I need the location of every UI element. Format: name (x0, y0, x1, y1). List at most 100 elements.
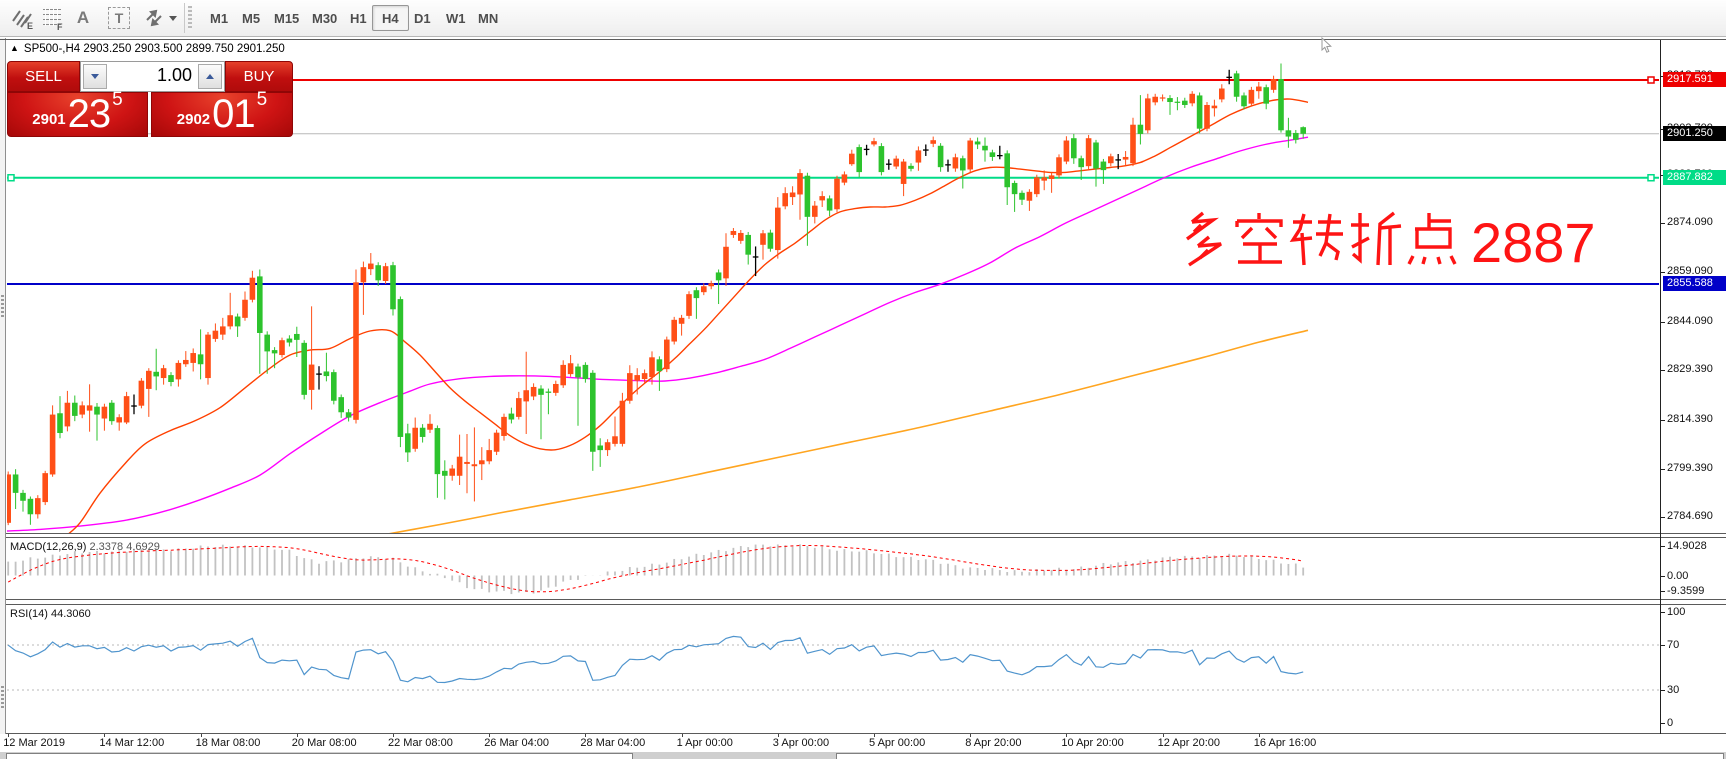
timeframe-m5[interactable]: M5 (242, 10, 261, 26)
candle-body (612, 436, 618, 444)
collapse-triangle-icon[interactable]: ▲ (10, 43, 19, 53)
candle-body (1159, 97, 1166, 99)
candle-body (619, 400, 626, 444)
pane-divider-2a[interactable] (6, 599, 1726, 600)
candle-body (264, 334, 270, 352)
time-tick-label: 26 Mar 04:00 (484, 737, 550, 749)
candle-body (597, 445, 603, 451)
time-tick-label: 5 Apr 00:00 (869, 737, 926, 749)
lot-size-value[interactable]: 1.00 (156, 65, 192, 85)
candle-body (205, 334, 211, 379)
objects-arrows-icon[interactable] (140, 4, 168, 32)
price-tick-mark (1660, 419, 1665, 421)
macd-scale-label: 14.9028 (1667, 540, 1707, 552)
timeframe-m30[interactable]: M30 (312, 10, 338, 26)
pane-divider-2b (6, 604, 1726, 605)
hline-handle[interactable] (1647, 76, 1655, 84)
candle-body (479, 460, 485, 465)
price-tick-mark (1660, 370, 1665, 372)
candle-body (183, 359, 189, 365)
candle-body (1167, 98, 1173, 103)
candle-body (1293, 132, 1299, 140)
buy-button[interactable]: BUY (225, 61, 293, 92)
candle-body (294, 333, 300, 340)
timeframe-m1[interactable]: M1 (210, 10, 229, 26)
time-tick-mark (1258, 734, 1260, 737)
timeframe-mn[interactable]: MN (478, 10, 499, 26)
time-tick-label: 16 Apr 16:00 (1253, 737, 1317, 749)
timeframe-d1[interactable]: D1 (414, 10, 431, 26)
time-tick-mark (874, 734, 875, 737)
candle-body (308, 364, 315, 390)
candle-body (442, 470, 448, 476)
pane-divider-1a[interactable] (6, 533, 1726, 534)
candle-body (634, 375, 640, 381)
candle-body (1270, 78, 1277, 90)
rsi-pane (7, 635, 1659, 691)
splitter-grip-2[interactable] (1, 686, 4, 708)
time-tick-label: 28 Mar 04:00 (580, 737, 646, 749)
candle-body (671, 319, 677, 342)
price-tick-mark (1660, 517, 1665, 519)
splitter-grip[interactable] (1, 295, 4, 317)
candle-body (197, 354, 204, 365)
candle-body (1233, 73, 1240, 97)
candle-body (937, 145, 944, 168)
ma-slow-line (388, 329, 1309, 533)
candle-body (834, 178, 840, 210)
indicator-list-icon[interactable]: E (8, 4, 38, 32)
dropdown-caret-icon[interactable] (166, 4, 180, 32)
macd-name: MACD(12,26,9) (10, 541, 87, 553)
candle-body (930, 140, 936, 144)
candle-body (501, 416, 507, 436)
lot-decrease-button[interactable] (83, 64, 107, 89)
timeframe-m15[interactable]: M15 (274, 10, 300, 26)
toolbar-grip[interactable] (188, 6, 192, 30)
timeframe-w1[interactable]: W1 (446, 10, 466, 26)
candle-body (1219, 88, 1225, 100)
price-tick-label: 2874.090 (1667, 216, 1713, 229)
time-tick-label: 12 Mar 2019 (3, 737, 65, 749)
grid-icon[interactable]: F (38, 4, 68, 32)
text-box-icon[interactable]: T (106, 4, 132, 32)
candle-body (1130, 124, 1136, 164)
timeframe-h1[interactable]: H1 (350, 10, 367, 26)
candles (7, 63, 1306, 526)
price-tick-mark (1660, 272, 1665, 274)
candle-body (1085, 138, 1092, 167)
candle-body (775, 207, 781, 251)
candle-body (804, 175, 811, 217)
price-tick-label: 2784.690 (1667, 510, 1713, 523)
bottom-panel-left (6, 753, 633, 759)
time-tick-mark (393, 734, 394, 737)
candle-body (1278, 78, 1284, 131)
toolbar-separator (184, 3, 185, 33)
price-tick-mark (1660, 321, 1665, 323)
sell-button[interactable]: SELL (7, 61, 80, 92)
candle-body (1300, 127, 1306, 134)
buy-price-display[interactable]: 2902 01 5 (151, 89, 293, 137)
time-tick-label: 3 Apr 00:00 (772, 737, 830, 749)
candle-body (12, 474, 19, 493)
candle-body (493, 432, 500, 452)
price-tick-label: 2844.090 (1667, 314, 1713, 327)
annotation-text[interactable]: 2887 (1185, 211, 1596, 274)
candle-body (745, 234, 751, 255)
candle-body (301, 342, 307, 395)
text-label-icon[interactable]: A (76, 8, 90, 27)
candle-body (1152, 96, 1158, 103)
macd-scale-tick (1660, 591, 1665, 592)
hline-handle[interactable] (7, 173, 15, 182)
hline-handle[interactable] (1647, 173, 1655, 182)
timeframe-h4[interactable]: H4 (372, 5, 409, 31)
candle-body (353, 282, 359, 420)
candle-body (508, 413, 515, 420)
candle-body (1034, 177, 1040, 195)
candle-body (1174, 101, 1181, 103)
candle-body (989, 152, 996, 157)
sell-price-display[interactable]: 2901 23 5 (7, 89, 148, 137)
lot-increase-button[interactable] (198, 64, 222, 89)
candle-body (575, 366, 581, 378)
